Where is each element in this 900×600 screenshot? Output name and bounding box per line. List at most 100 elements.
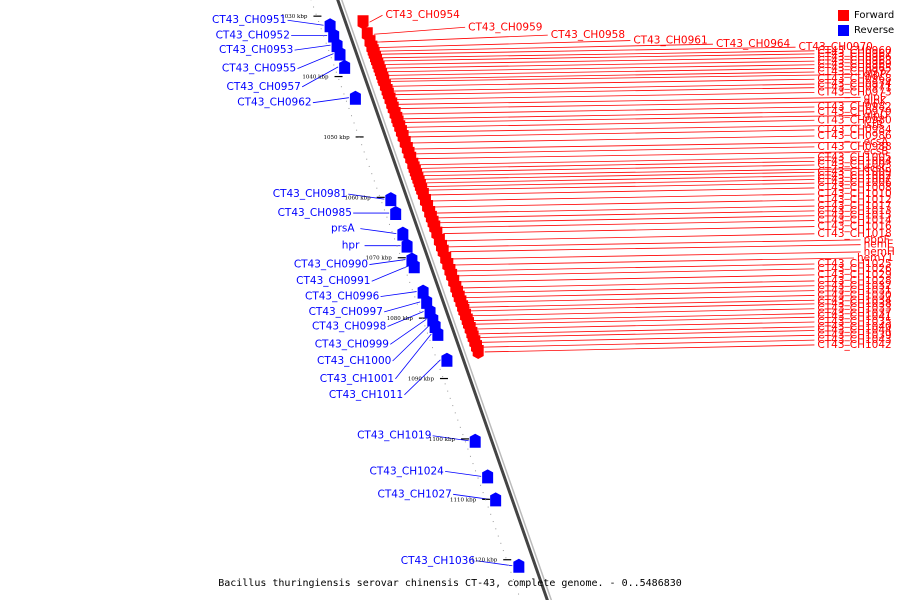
forward-leader-line — [462, 280, 815, 289]
legend: Forward Reverse — [838, 8, 894, 38]
scale-tick-label: 1080 kbp — [387, 316, 414, 322]
forward-gene-label: CT43_CH1042 — [817, 339, 891, 351]
forward-gene-label: CT43_CH0961 — [633, 35, 707, 47]
forward-leader-line — [407, 124, 861, 133]
forward-gene-label: glpF — [864, 91, 886, 103]
reverse-gene-label: CT43_CH0953 — [219, 44, 293, 56]
forward-gene-label: CT43_CH0967 — [817, 48, 891, 60]
forward-leader-line — [428, 182, 815, 191]
scale-tick-label: 1110 kbp — [450, 497, 477, 503]
reverse-gene-label: CT43_CH0981 — [273, 188, 347, 200]
reverse-swatch — [838, 25, 849, 36]
scale-minor-dot — [320, 28, 322, 30]
reverse-gene-label: CT43_CH1001 — [320, 373, 394, 385]
forward-gene-label: CT43_CH1012 — [817, 194, 891, 206]
forward-leader-line — [443, 226, 815, 234]
reverse-leader-line — [312, 97, 349, 104]
forward-leader-line — [403, 111, 815, 120]
scale-minor-dot — [386, 216, 388, 218]
forward-leader-line — [404, 115, 861, 123]
scale-minor-dot — [318, 20, 320, 22]
forward-gene-label: glpK — [864, 96, 888, 108]
forward-leader-line — [388, 67, 815, 76]
reverse-gene-label: CT43_CH0962 — [237, 97, 311, 109]
reverse-leader-line — [371, 265, 408, 282]
scale-minor-dot — [512, 579, 514, 581]
reverse-gene-label: CT43_CH1024 — [370, 465, 445, 477]
forward-gene-label: CT43_CH1014 — [817, 215, 892, 227]
scale-minor-dot — [394, 238, 396, 240]
scale-minor-dot — [424, 325, 426, 327]
scale-minor-dot — [338, 78, 340, 80]
forward-leader-line — [474, 316, 815, 325]
forward-leader-line — [482, 339, 815, 348]
forward-gene-label: CT43_CH1038 — [817, 298, 891, 310]
scale-minor-dot — [345, 100, 347, 102]
reverse-gene-label: CT43_CH0957 — [227, 81, 301, 93]
forward-gene-label: CT43_CH1033 — [817, 303, 891, 315]
forward-gene-label: CT43_CH0954 — [386, 9, 461, 21]
forward-leader-line — [472, 308, 815, 317]
reverse-gene — [324, 18, 336, 33]
reverse-leader-line — [369, 259, 406, 265]
forward-leader-line — [415, 146, 815, 155]
reverse-gene-label: CT43_CH1000 — [317, 355, 391, 367]
forward-gene-label: CT43_CH0982 — [817, 101, 891, 113]
scale-minor-dot — [368, 165, 370, 167]
forward-gene-label: CT43_CH0958 — [551, 29, 625, 41]
scale-minor-dot — [419, 310, 421, 312]
forward-leader-line — [394, 87, 815, 96]
scale-minor-dot — [464, 441, 466, 443]
scale-minor-dot — [495, 528, 497, 530]
scale-minor-dot — [469, 455, 471, 457]
scale-minor-dot — [406, 274, 408, 276]
scale-minor-dot — [404, 267, 406, 269]
scale-minor-dot — [361, 144, 363, 146]
forward-leader-line — [424, 171, 815, 180]
reverse-gene — [401, 238, 413, 253]
scale-tick-label: 1070 kbp — [366, 256, 393, 262]
forward-gene-label: hemY1 — [857, 252, 893, 264]
forward-gene-label: CT43_CH1004 — [817, 155, 892, 167]
reverse-leader-line — [294, 44, 331, 51]
forward-leader-line — [413, 141, 861, 150]
forward-leader-line — [420, 160, 815, 169]
scale-minor-dot — [426, 332, 428, 334]
scale-minor-dot — [497, 535, 499, 537]
forward-gene-label: CT43_CH1032 — [817, 280, 891, 292]
reverse-gene-label: CT43_CH0955 — [222, 63, 296, 75]
map-caption: Bacillus thuringiensis serovar chinensis… — [218, 578, 682, 589]
scale-minor-dot — [315, 13, 317, 15]
scale-minor-dot — [421, 318, 423, 320]
scale-minor-dot — [475, 470, 477, 472]
forward-leader-line — [458, 268, 815, 277]
forward-gene-label: CT43_CH1035 — [817, 316, 891, 328]
scale-minor-dot — [371, 173, 373, 175]
forward-gene-label: CT43_CH1028 — [817, 275, 891, 287]
scale-minor-dot — [348, 107, 350, 109]
forward-leader-line — [389, 71, 815, 80]
forward-leader-line — [479, 330, 815, 338]
genome-backbone — [336, 0, 549, 600]
forward-gene-label: glpD — [864, 109, 888, 121]
reverse-leader-line — [390, 319, 427, 345]
forward-leader-line — [419, 157, 815, 166]
reverse-leader-line — [445, 470, 482, 477]
scale-minor-dot — [457, 419, 459, 421]
forward-leader-line — [409, 129, 815, 138]
forward-gene-label: CT43_CH0971 — [817, 82, 891, 94]
scale-minor-dot — [429, 339, 431, 341]
forward-leader-line — [384, 57, 815, 65]
forward-gene-label: glpP — [864, 68, 887, 80]
forward-gene-label: CT43_CH0974 — [817, 78, 892, 90]
reverse-gene — [385, 192, 397, 207]
scale-tick-label: 1030 kbp — [281, 14, 308, 20]
reverse-leader-line — [380, 291, 417, 297]
forward-gene-label: CT43_CH1009 — [817, 166, 891, 178]
scale-minor-dot — [459, 426, 461, 428]
genome-backbone-shadow — [340, 0, 553, 600]
reverse-gene-label: CT43_CH1027 — [378, 488, 452, 500]
forward-leader-line — [434, 199, 815, 208]
legend-reverse: Reverse — [838, 23, 894, 38]
forward-gene-label: CT43_CH1043 — [817, 334, 891, 346]
